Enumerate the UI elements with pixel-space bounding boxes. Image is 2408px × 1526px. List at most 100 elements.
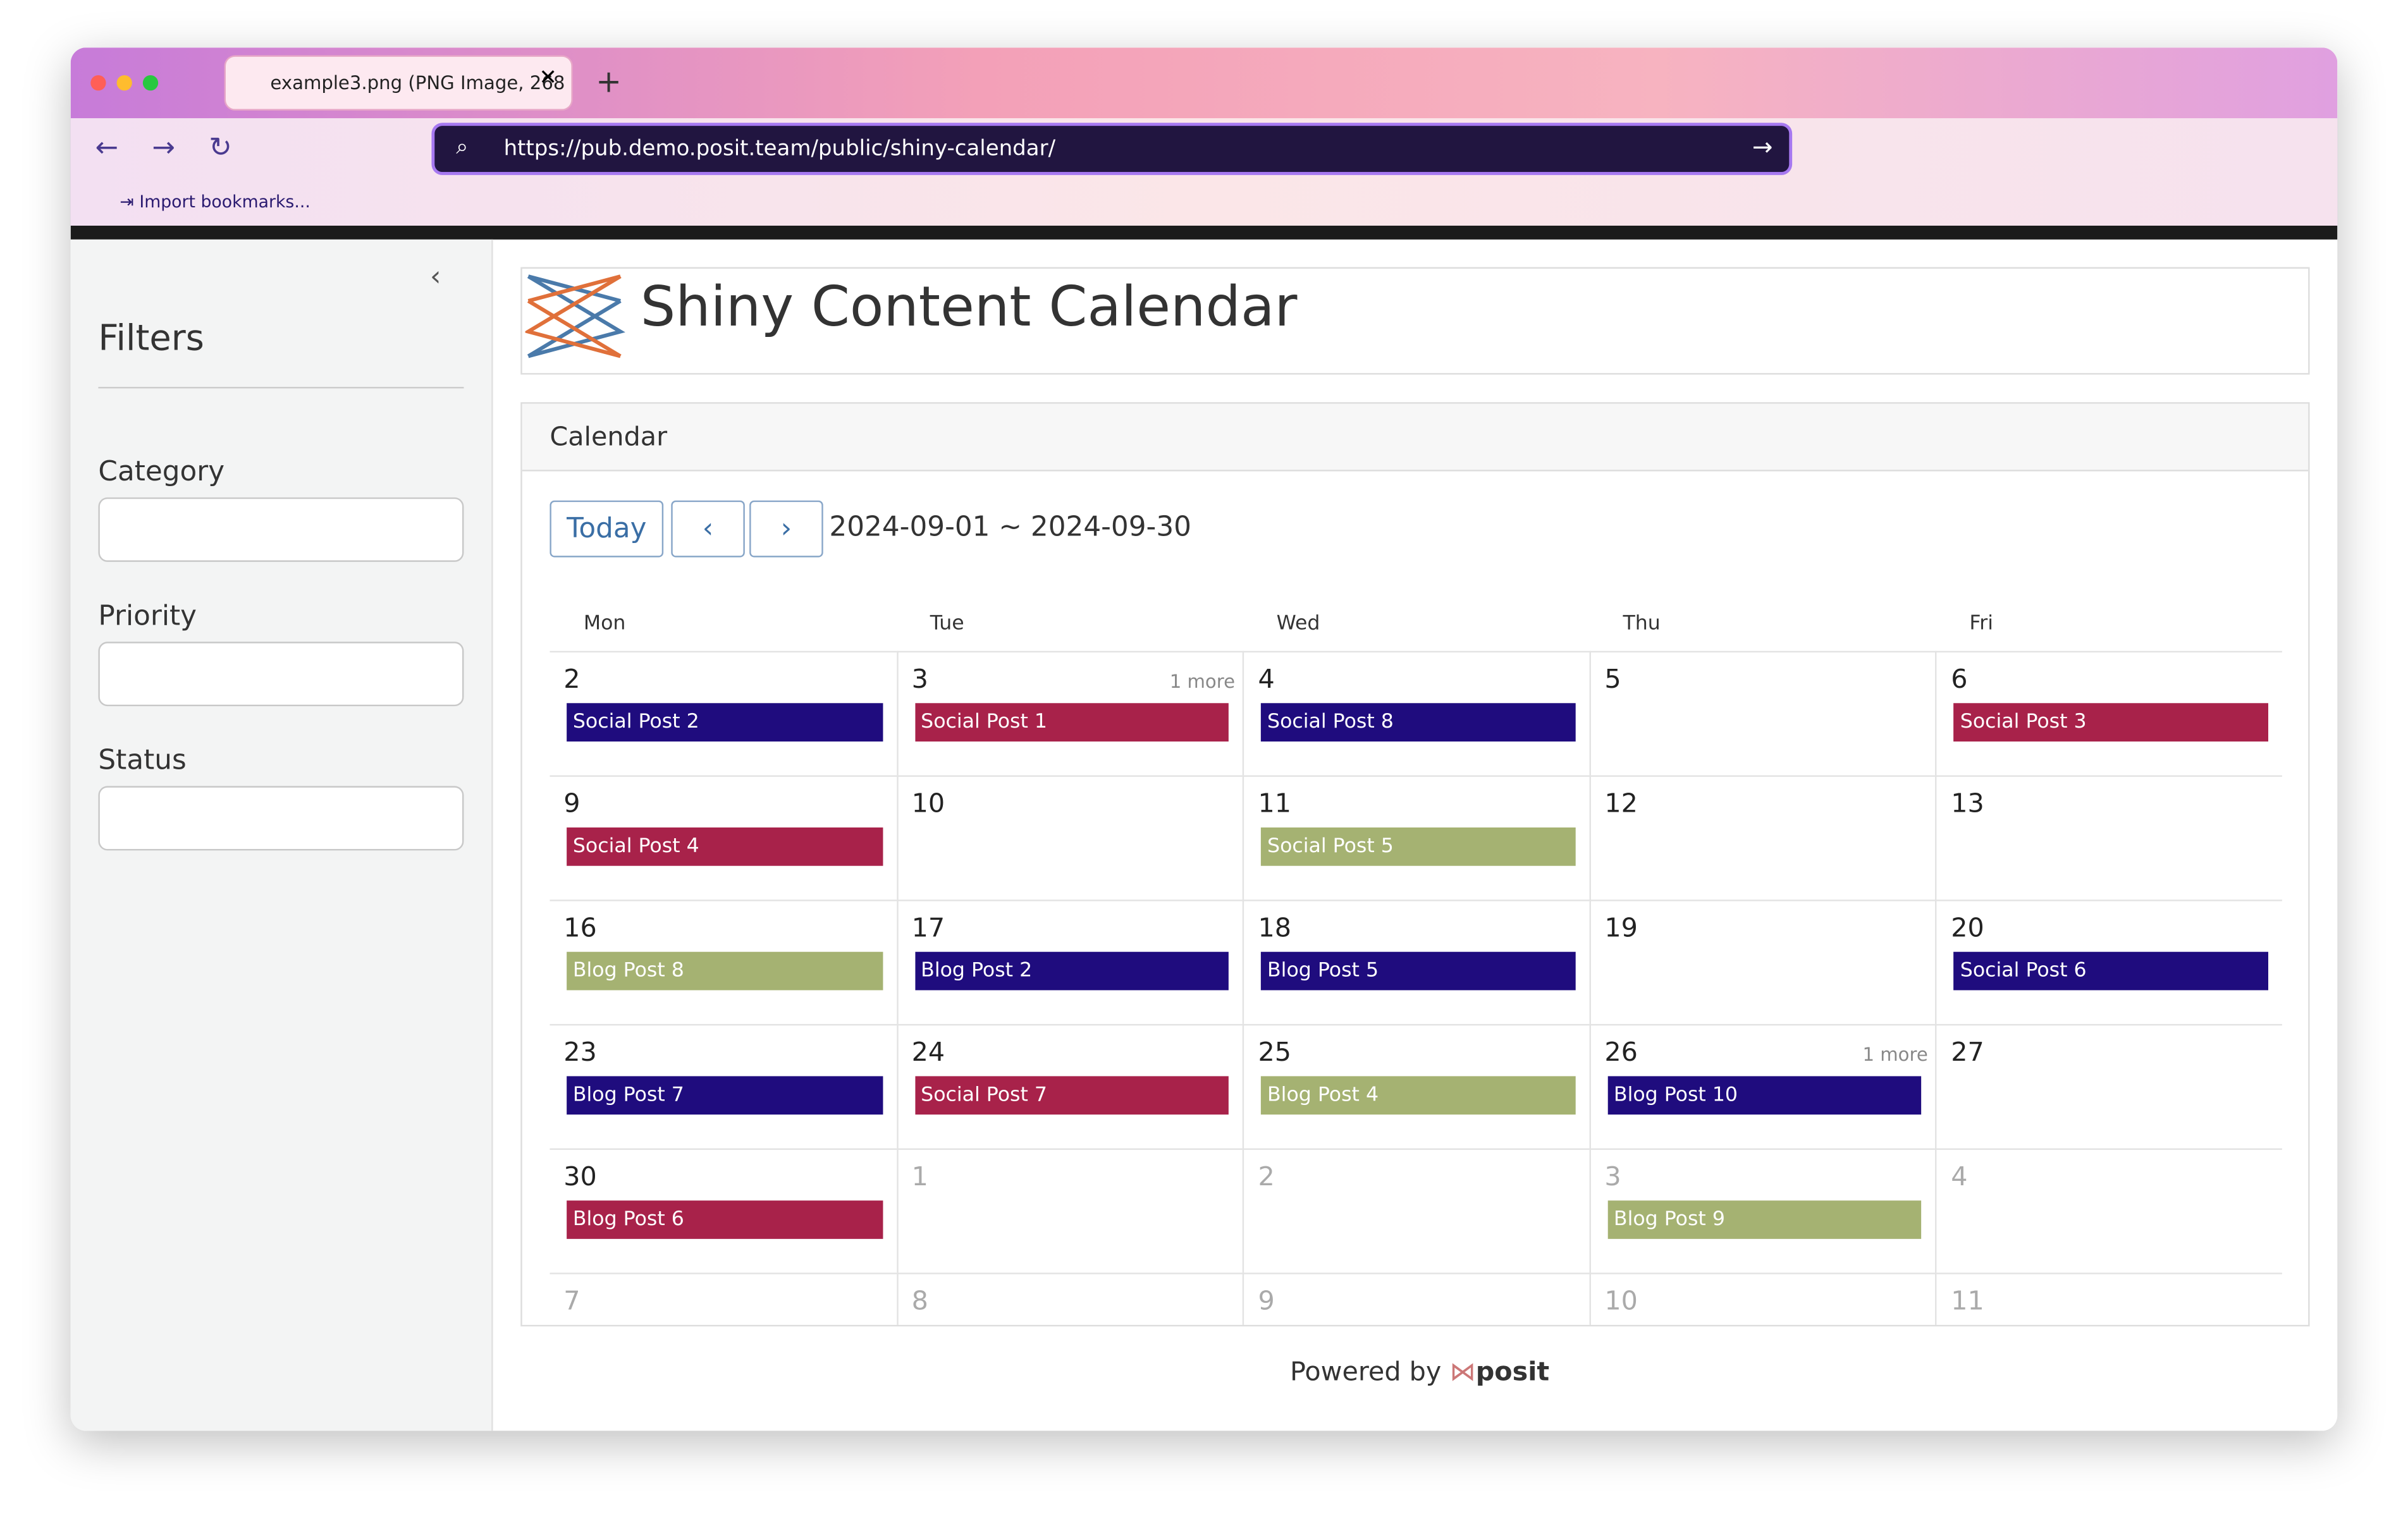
day-cell[interactable]: 5 bbox=[1589, 650, 1936, 776]
powered-by: Powered by bbox=[1289, 1357, 1442, 1388]
event[interactable]: Blog Post 7 bbox=[567, 1076, 883, 1115]
day-cell[interactable]: 2 bbox=[1243, 1148, 1590, 1273]
day-cell[interactable]: 9 Social Post 4 bbox=[550, 775, 897, 900]
day-number: 3 bbox=[911, 664, 928, 696]
max-dot[interactable] bbox=[142, 75, 159, 91]
event[interactable]: Social Post 5 bbox=[1261, 827, 1576, 866]
day-number: 13 bbox=[1951, 789, 1984, 820]
day-cell[interactable]: 27 bbox=[1935, 1023, 2282, 1149]
day-number: 9 bbox=[1258, 1286, 1275, 1317]
event[interactable]: Social Post 4 bbox=[567, 827, 883, 866]
reload[interactable]: ↻ bbox=[209, 131, 232, 164]
new-tab[interactable]: + bbox=[596, 63, 622, 100]
sidebar: ‹ Filters Category Priority Status bbox=[70, 239, 493, 1431]
day-cell[interactable]: 3 Blog Post 9 bbox=[1589, 1148, 1936, 1273]
day-cell[interactable]: 10 bbox=[896, 775, 1243, 900]
divider bbox=[70, 225, 2338, 240]
day-cell[interactable]: 26 1 more Blog Post 10 bbox=[1589, 1023, 1936, 1149]
day-cell[interactable]: 10 bbox=[1589, 1273, 1936, 1325]
calendar-card: Calendar Today ‹ › 2024-09-01 ~ 2024-09-… bbox=[520, 402, 2310, 1327]
prev-button[interactable]: ‹ bbox=[671, 500, 745, 558]
footer: Powered by ⋈posit bbox=[1290, 1357, 1549, 1388]
event[interactable]: Social Post 3 bbox=[1954, 703, 2268, 742]
event[interactable]: Social Post 2 bbox=[567, 703, 883, 742]
day-number: 8 bbox=[911, 1286, 928, 1317]
day-cell[interactable]: 4 bbox=[1935, 1148, 2282, 1273]
event[interactable]: Social Post 8 bbox=[1261, 703, 1576, 742]
calendar-grid: Mon Tue Wed Thu Fri 2 Social Post 2 3 1 more Soci… bbox=[550, 404, 2282, 1325]
day-cell[interactable]: 17 Blog Post 2 bbox=[896, 900, 1243, 1024]
url-bar[interactable]: https://pub.demo.posit.team/public/shiny… bbox=[434, 126, 1790, 172]
day-cell[interactable]: 24 Social Post 7 bbox=[896, 1023, 1243, 1149]
filters-title: Filters bbox=[98, 319, 204, 360]
next-button[interactable]: › bbox=[749, 500, 823, 558]
day-cell[interactable]: 11 bbox=[1935, 1273, 2282, 1325]
event[interactable]: Social Post 7 bbox=[914, 1076, 1229, 1115]
event[interactable]: Blog Post 5 bbox=[1261, 951, 1576, 991]
bookmarks[interactable]: ⇥ Import bookmarks... bbox=[120, 192, 310, 212]
event[interactable]: Blog Post 2 bbox=[914, 951, 1229, 991]
day-cell[interactable]: 7 bbox=[550, 1273, 897, 1325]
more-link[interactable]: 1 more bbox=[1169, 671, 1236, 693]
event[interactable]: Blog Post 8 bbox=[567, 951, 883, 991]
weekday: Thu bbox=[1623, 612, 1661, 636]
day-number: 9 bbox=[563, 789, 580, 820]
filter-label: Status bbox=[98, 744, 187, 777]
forward[interactable]: → bbox=[152, 131, 176, 164]
day-cell[interactable]: 20 Social Post 6 bbox=[1935, 900, 2282, 1024]
day-cell[interactable]: 11 Social Post 5 bbox=[1243, 775, 1590, 900]
day-cell[interactable]: 9 bbox=[1243, 1273, 1590, 1325]
close-dot[interactable] bbox=[90, 75, 106, 91]
day-number: 20 bbox=[1951, 913, 1984, 944]
go[interactable]: → bbox=[1752, 131, 1773, 161]
day-cell[interactable]: 2 Social Post 2 bbox=[550, 650, 897, 776]
day-cell[interactable]: 25 Blog Post 4 bbox=[1243, 1023, 1590, 1149]
filter-label: Priority bbox=[98, 600, 197, 633]
card-header: Calendar bbox=[522, 403, 2309, 472]
weekday: Tue bbox=[930, 612, 964, 636]
filter-input[interactable] bbox=[98, 642, 464, 707]
day-number: 25 bbox=[1258, 1037, 1292, 1069]
collapse[interactable]: ‹ bbox=[429, 260, 441, 293]
event[interactable]: Blog Post 9 bbox=[1607, 1200, 1922, 1239]
weekday: Fri bbox=[1969, 612, 1994, 636]
day-number: 4 bbox=[1258, 664, 1275, 696]
day-number: 4 bbox=[1951, 1162, 1968, 1193]
day-cell[interactable]: 3 1 more Social Post 1 bbox=[896, 650, 1243, 776]
event[interactable]: Social Post 6 bbox=[1954, 951, 2268, 991]
bookmarks-text: Import bookmarks... bbox=[139, 192, 310, 212]
min-dot[interactable] bbox=[116, 75, 132, 91]
day-cell[interactable]: 1 bbox=[896, 1148, 1243, 1273]
filter-input[interactable] bbox=[98, 497, 464, 562]
event[interactable]: Social Post 1 bbox=[914, 703, 1229, 742]
event[interactable]: Blog Post 4 bbox=[1261, 1076, 1576, 1115]
day-number: 11 bbox=[1258, 789, 1292, 820]
day-number: 26 bbox=[1604, 1037, 1638, 1069]
day-cell[interactable]: 19 bbox=[1589, 900, 1936, 1024]
day-number: 12 bbox=[1604, 789, 1638, 820]
filter-input[interactable] bbox=[98, 786, 464, 851]
logo bbox=[525, 274, 625, 358]
day-number: 16 bbox=[563, 913, 597, 944]
day-cell[interactable]: 6 Social Post 3 bbox=[1935, 650, 2282, 776]
day-cell[interactable]: 4 Social Post 8 bbox=[1243, 650, 1590, 776]
day-cell[interactable]: 30 Blog Post 6 bbox=[550, 1148, 897, 1273]
day-number: 10 bbox=[1604, 1286, 1638, 1317]
event[interactable]: Blog Post 6 bbox=[567, 1200, 883, 1239]
day-number: 19 bbox=[1604, 913, 1638, 944]
tab-close[interactable]: ✕ bbox=[539, 66, 557, 91]
day-number: 1 bbox=[911, 1162, 928, 1193]
day-cell[interactable]: 23 Blog Post 7 bbox=[550, 1023, 897, 1149]
day-cell[interactable]: 12 bbox=[1589, 775, 1936, 900]
more-link[interactable]: 1 more bbox=[1862, 1044, 1928, 1066]
day-cell[interactable]: 13 bbox=[1935, 775, 2282, 900]
day-cell[interactable]: 18 Blog Post 5 bbox=[1243, 900, 1590, 1024]
back[interactable]: ← bbox=[95, 131, 119, 164]
day-cell[interactable]: 8 bbox=[896, 1273, 1243, 1325]
today-button[interactable]: Today bbox=[550, 500, 664, 558]
day-cell[interactable]: 16 Blog Post 8 bbox=[550, 900, 897, 1024]
tab[interactable]: example3.png (PNG Image, 268 bbox=[225, 56, 572, 109]
event[interactable]: Blog Post 10 bbox=[1607, 1076, 1922, 1115]
day-number: 10 bbox=[911, 789, 945, 820]
